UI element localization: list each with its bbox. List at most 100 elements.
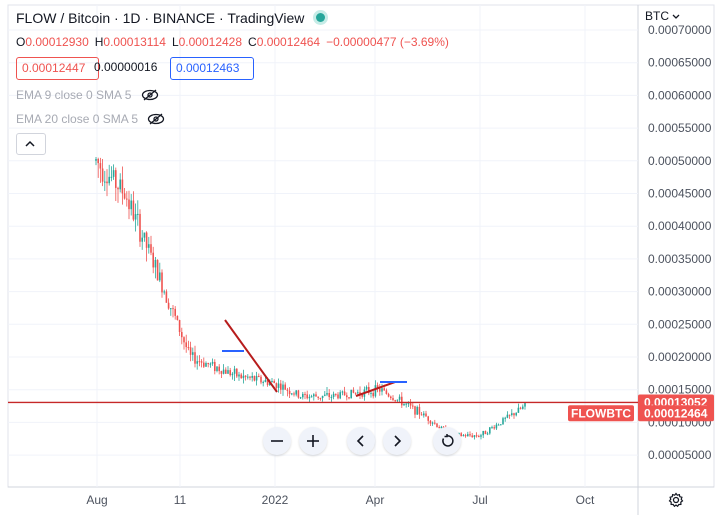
candle-body xyxy=(121,179,124,194)
candle-body xyxy=(409,403,412,406)
candle-body xyxy=(412,405,414,407)
candle-body xyxy=(293,393,295,395)
candle-body xyxy=(205,363,207,367)
candle-body xyxy=(434,422,436,424)
candle-body xyxy=(189,347,192,355)
candle-body xyxy=(203,362,205,367)
candle-body xyxy=(423,413,425,416)
price-tick-label: 0.00050000 xyxy=(648,154,712,168)
candle-body xyxy=(132,200,135,220)
candle-body xyxy=(407,403,410,405)
spread-value: 0.00000016 xyxy=(94,60,158,74)
candle-body xyxy=(97,159,99,164)
candle-body xyxy=(211,361,214,364)
candle-body xyxy=(145,232,148,248)
zoom-in-button[interactable] xyxy=(299,427,327,455)
eye-off-icon[interactable] xyxy=(147,113,165,125)
candle-body xyxy=(123,193,126,199)
candle-body xyxy=(159,272,161,281)
candle-body xyxy=(198,361,201,363)
candle-body xyxy=(240,374,242,379)
zoom-out-button[interactable] xyxy=(263,427,291,455)
ohlc-legend: O0.00012930 H0.00013114 L0.00012428 C0.0001… xyxy=(16,35,455,49)
candle-body xyxy=(361,394,363,397)
candle-body xyxy=(141,237,143,242)
candle-body xyxy=(192,352,194,355)
candle-body xyxy=(508,414,511,416)
candle-body xyxy=(251,375,253,378)
close-label: C xyxy=(248,35,257,49)
reset-chart-button[interactable] xyxy=(433,427,461,455)
last-price-badge xyxy=(638,405,714,422)
candle-body xyxy=(260,376,262,383)
candle-body xyxy=(282,384,284,390)
candle-body xyxy=(425,413,427,417)
eye-off-icon[interactable] xyxy=(141,89,159,101)
candle-body xyxy=(348,397,350,399)
candle-body xyxy=(392,398,394,401)
price-tick-label: 0.00035000 xyxy=(648,252,712,266)
candle-body xyxy=(176,315,179,321)
candle-body xyxy=(374,385,377,397)
scroll-left-button[interactable] xyxy=(347,427,375,455)
candle-body xyxy=(357,392,359,394)
sell-price-button[interactable]: 0.00012447 xyxy=(16,57,99,80)
candle-body xyxy=(401,396,403,406)
collapse-legend-button[interactable] xyxy=(16,133,46,155)
candle-body xyxy=(416,406,418,415)
candle-body xyxy=(209,363,212,365)
candle-body xyxy=(462,435,465,437)
candle-body xyxy=(172,308,174,310)
candle-body xyxy=(139,213,141,242)
currency-selector[interactable]: BTC xyxy=(645,9,680,23)
candle-body xyxy=(101,168,104,182)
price-tick-label: 0.00020000 xyxy=(648,350,712,364)
candle-body xyxy=(258,375,260,377)
candle-body xyxy=(183,337,185,343)
indicator-ema9[interactable]: EMA 9 close 0 SMA 5 xyxy=(16,88,159,102)
candle-body xyxy=(515,412,517,416)
candle-body xyxy=(321,395,324,398)
price-tick-label: 0.00040000 xyxy=(648,219,712,233)
candle-body xyxy=(236,368,238,377)
scroll-left-icon xyxy=(356,435,364,447)
candle-body xyxy=(460,433,462,436)
candle-body xyxy=(238,374,240,377)
candle-body xyxy=(244,375,247,377)
candle-body xyxy=(511,413,513,416)
candle-body xyxy=(500,424,502,426)
candle-body xyxy=(271,380,273,383)
candle-body xyxy=(313,394,315,397)
indicator-ema20-label: EMA 20 close 0 SMA 5 xyxy=(16,112,139,126)
candle-body xyxy=(429,420,432,424)
chevron-up-icon xyxy=(25,140,35,147)
candle-body xyxy=(95,159,97,161)
buy-price-button[interactable]: 0.00012463 xyxy=(170,57,254,80)
settings-icon[interactable] xyxy=(668,492,684,508)
candle-body xyxy=(156,259,159,281)
candle-body xyxy=(280,383,282,390)
candle-body xyxy=(288,390,291,395)
price-tick-label: 0.00045000 xyxy=(648,187,712,201)
candle-body xyxy=(522,406,524,409)
candle-body xyxy=(478,436,480,438)
indicator-ema20[interactable]: EMA 20 close 0 SMA 5 xyxy=(16,112,165,126)
candle-body xyxy=(436,423,438,428)
candle-body xyxy=(414,406,416,415)
candle-body xyxy=(130,200,132,210)
scroll-right-button[interactable] xyxy=(383,427,411,455)
candle-body xyxy=(231,373,234,376)
candle-body xyxy=(350,389,352,399)
candle-body xyxy=(150,244,152,253)
candle-body xyxy=(473,435,476,438)
candle-body xyxy=(229,370,231,376)
symbol-title[interactable]: FLOW / Bitcoin · 1D · BINANCE · TradingV… xyxy=(16,10,305,26)
candle-body xyxy=(398,396,401,400)
candle-body xyxy=(117,187,119,190)
high-label: H xyxy=(94,35,104,49)
candle-body xyxy=(506,414,509,418)
candle-body xyxy=(196,361,198,364)
candle-body xyxy=(233,368,236,374)
